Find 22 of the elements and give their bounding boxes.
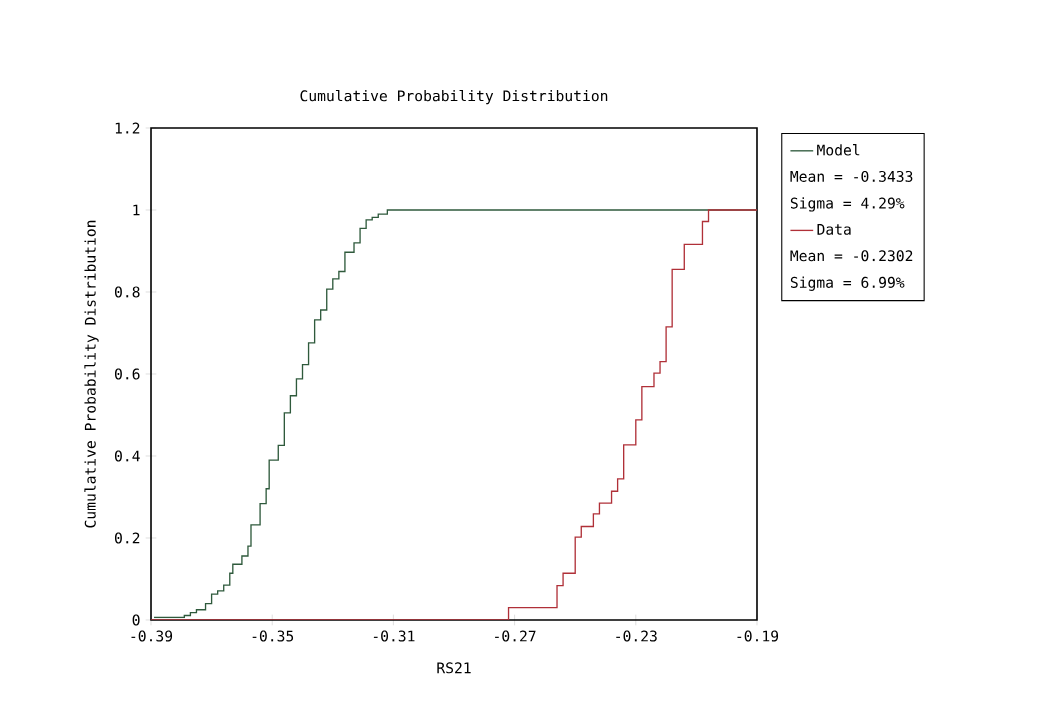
- text: Mean = -0.3433: [790, 170, 913, 182]
- y-tick-label: 0.8: [114, 286, 140, 298]
- legend-label: Model: [817, 144, 860, 156]
- x-tick-label: -0.19: [737, 630, 779, 642]
- x-tick-label: -0.23: [616, 630, 657, 642]
- x-tick-label: -0.35: [252, 630, 294, 642]
- y-tick-label: 0.2: [114, 532, 140, 544]
- y-tick-label: 0.4: [114, 450, 140, 462]
- text: Sigma = 4.29%: [790, 197, 905, 212]
- legend-label: Data: [817, 223, 851, 235]
- x-axis-title: RS21: [437, 662, 471, 674]
- y-tick-label: 0: [132, 614, 140, 626]
- text: Sigma = 6.99%: [790, 276, 905, 291]
- x-tick-label: -0.39: [131, 630, 173, 642]
- x-tick-label: -0.27: [495, 630, 536, 642]
- y-tick-label: 1.2: [115, 122, 140, 134]
- y-axis-title: Cumulative Probability Distribution: [84, 220, 99, 528]
- y-tick-label: 0.6: [114, 368, 140, 380]
- text: Mean = -0.2302: [790, 250, 913, 262]
- y-tick-label: 1: [133, 204, 140, 216]
- chart-title: Cumulative Probability Distribution: [300, 89, 608, 105]
- x-tick-label: -0.31: [373, 630, 415, 642]
